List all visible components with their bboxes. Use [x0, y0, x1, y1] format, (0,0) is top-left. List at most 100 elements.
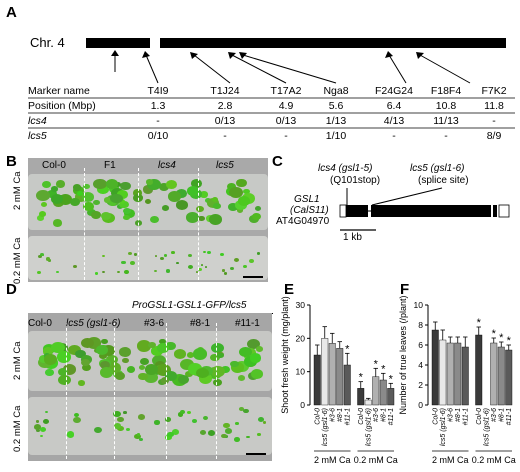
seedling-leaf	[246, 435, 250, 439]
seedling-leaf	[134, 433, 142, 439]
seedling-leaf	[113, 411, 121, 418]
seedling-leaf	[206, 198, 219, 208]
seedling-leaf	[40, 252, 45, 256]
seedling-leaf	[175, 188, 188, 199]
seedling-leaf	[176, 262, 179, 265]
seedling-leaf	[202, 415, 208, 420]
x-tick-label: #8-1	[455, 408, 462, 422]
seedling-leaf	[137, 340, 152, 352]
seedling-leaf	[56, 271, 59, 273]
column-label-line-11-1: #11-1	[235, 318, 260, 329]
bar	[461, 346, 469, 406]
x-tick-label: #3-6	[491, 408, 498, 422]
row-label-2mm: 2 mM Ca	[12, 171, 23, 210]
marker-arrow-t17a2-head	[190, 52, 198, 59]
column-label-f1: F1	[104, 160, 116, 171]
y-tick-label: 20	[296, 333, 306, 343]
group-label: 0.2 mM Ca	[354, 455, 398, 465]
seedling-leaf	[249, 353, 262, 363]
seedling-leaf	[94, 427, 103, 434]
seedling-leaf	[56, 351, 72, 363]
marker-arrow-nga8	[231, 54, 287, 84]
panel-label-d: D	[6, 281, 17, 298]
seedling-leaf	[74, 191, 88, 202]
seedling-leaf	[104, 197, 111, 203]
seedling-leaf	[83, 202, 94, 211]
seedling-leaf	[219, 252, 224, 257]
marker-lcs5: 8/9	[486, 130, 502, 142]
bar	[372, 376, 380, 406]
seedling-leaf	[125, 428, 130, 432]
utr-5prime	[339, 204, 347, 218]
seedling-leaf	[43, 354, 58, 366]
seedling-leaf	[235, 422, 239, 425]
seedling-leaf	[223, 423, 230, 429]
marker-arrow-f18f4-head	[385, 51, 393, 58]
seedling-leaf	[94, 271, 99, 275]
marker-arrows	[111, 50, 471, 84]
seedling-leaf	[93, 178, 107, 190]
seedling-leaf	[192, 418, 197, 423]
seedling-leaf	[157, 343, 169, 353]
seedling-leaf	[166, 269, 171, 273]
bar	[313, 354, 321, 406]
seedling-leaf	[237, 375, 245, 381]
seedling-leaf	[159, 256, 165, 261]
bar	[357, 388, 365, 406]
seedling-leaf	[192, 348, 207, 360]
panel-label-c: C	[272, 153, 283, 170]
seedling-leaf	[36, 215, 44, 221]
significance-star: *	[477, 317, 482, 329]
seedling-leaf	[72, 417, 81, 424]
x-tick-label: #3-6	[373, 408, 380, 422]
seedling-leaf	[255, 206, 262, 211]
y-tick-label: 4	[418, 360, 423, 370]
seedling-leaf	[208, 214, 223, 226]
seedling-leaf	[159, 182, 170, 191]
seedling-leaf	[96, 344, 109, 355]
seedling-leaf	[151, 346, 164, 356]
y-tick-label: 10	[414, 300, 424, 310]
seedling-leaf	[55, 180, 66, 188]
row-label-lcs5: lcs5	[28, 130, 47, 142]
seedling-leaf	[239, 406, 244, 411]
panel-label-a: A	[6, 4, 17, 21]
seedling-leaf	[230, 362, 245, 374]
seedling-leaf	[204, 266, 207, 268]
marker-position: 6.4	[386, 100, 402, 112]
column-label-lcs4: lcs4	[158, 160, 176, 171]
seedling-leaf	[44, 410, 49, 414]
marker-name: F18F4	[430, 85, 462, 97]
lcs4-allele-name: lcs4 (gsl1-5)	[318, 163, 373, 174]
chromosome-label: Chr. 4	[30, 35, 65, 50]
seedlings-02mm	[36, 250, 266, 275]
seedling-leaf	[118, 347, 132, 358]
y-tick-label: 6	[418, 340, 423, 350]
seedling-leaf	[243, 408, 249, 413]
seedling-leaf	[237, 196, 250, 206]
seedling-leaf	[143, 371, 158, 383]
x-tick-label: #11-1	[388, 408, 395, 425]
marker-lcs4: 1/13	[325, 115, 347, 127]
plate-tray	[28, 397, 272, 455]
exon-2	[493, 205, 497, 217]
seedling-leaf	[198, 215, 206, 222]
x-tick-label: lcs5 (gsl1-6)	[440, 408, 447, 446]
significance-star: *	[389, 373, 394, 385]
marker-name: Nga8	[323, 85, 349, 97]
seedling-leaf	[43, 419, 50, 425]
seedling-leaf	[186, 411, 191, 415]
seedling-leaf	[211, 197, 219, 203]
bar	[454, 342, 462, 406]
marker-name: F7K2	[481, 85, 507, 97]
lcs4-mutation: (Q101stop)	[330, 175, 381, 186]
bar	[490, 342, 498, 406]
exon-main	[371, 205, 491, 217]
marker-name: T1J24	[210, 85, 240, 97]
seedling-leaf	[118, 198, 125, 205]
seedling-leaf	[101, 345, 116, 356]
scale-bar	[243, 276, 263, 278]
seedling-leaf	[123, 411, 127, 415]
seedling-leaf	[139, 357, 149, 366]
seedling-leaf	[217, 352, 224, 359]
